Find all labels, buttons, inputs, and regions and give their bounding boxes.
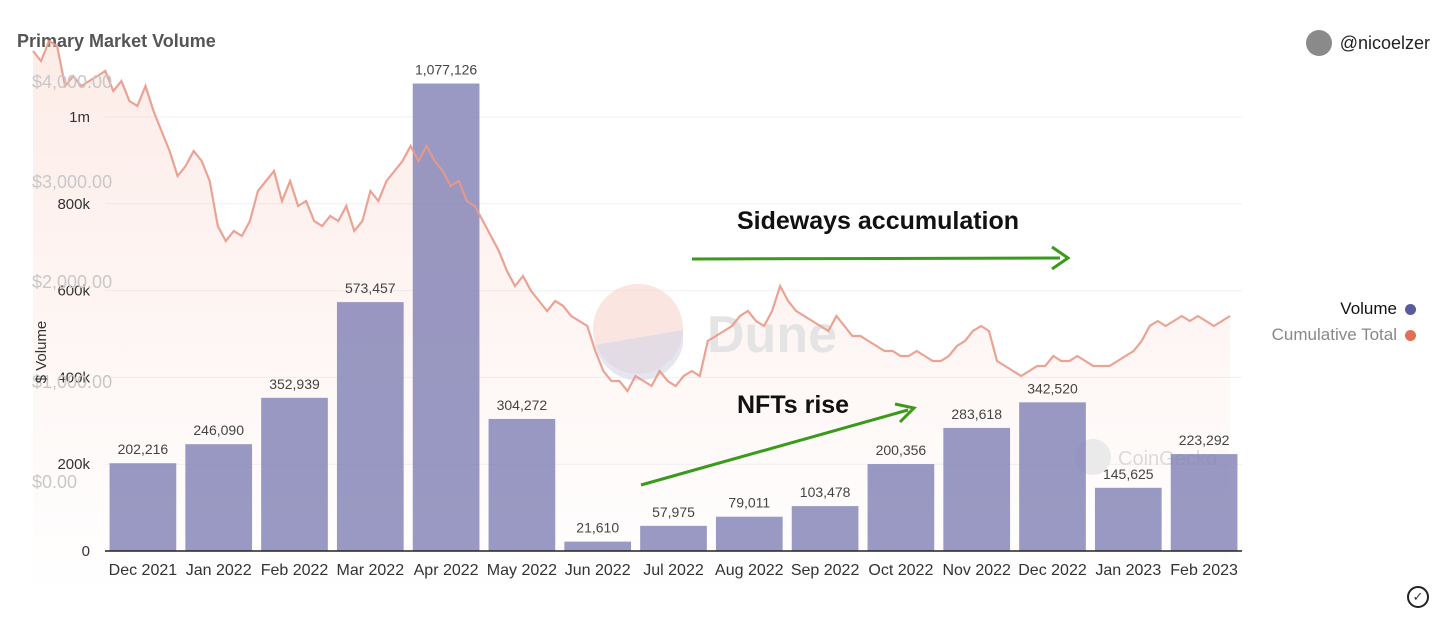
username: @nicoelzer — [1339, 32, 1430, 53]
checkmark-icon[interactable]: ✓ — [1407, 586, 1429, 608]
bar[interactable] — [943, 427, 1011, 551]
arrow-sideways-head — [1051, 245, 1071, 271]
bar-value-label: 57,975 — [652, 504, 695, 520]
legend-item-volume[interactable]: Volume — [1272, 296, 1416, 322]
bar[interactable] — [564, 541, 632, 551]
y-tick-label: 800k — [57, 196, 90, 213]
x-tick-label: Oct 2022 — [868, 562, 933, 579]
price-tick-label: $4,000.00 — [32, 72, 112, 92]
annotation-nfts: NFTs rise — [737, 391, 849, 419]
legend-label-cumulative: Cumulative Total — [1271, 325, 1397, 344]
x-tick-label: Jun 2022 — [565, 562, 631, 579]
y-tick-label: 400k — [57, 369, 90, 386]
bar[interactable] — [1019, 402, 1086, 551]
y-axis-label: $ Volume — [33, 321, 50, 384]
bar-value-label: 342,520 — [1027, 380, 1078, 396]
bar-value-label: 79,011 — [728, 495, 770, 511]
bar[interactable] — [261, 397, 328, 551]
bar[interactable] — [1170, 454, 1238, 551]
x-tick-label: Nov 2022 — [942, 562, 1011, 579]
bar-value-label: 202,216 — [118, 441, 169, 457]
bar[interactable] — [715, 516, 783, 551]
bar-value-label: 1,077,126 — [415, 62, 477, 78]
bar-value-label: 103,478 — [800, 484, 851, 500]
y-tick-label: 1m — [69, 109, 90, 126]
bar[interactable] — [791, 506, 859, 551]
x-tick-label: Mar 2022 — [337, 562, 405, 579]
legend-dot-cumulative — [1405, 329, 1416, 341]
x-tick-label: Jan 2022 — [186, 562, 252, 579]
dune-watermark-text: Dune — [707, 306, 837, 364]
x-tick-label: Dec 2021 — [109, 562, 178, 579]
bar[interactable] — [488, 418, 556, 551]
bar[interactable] — [185, 444, 253, 551]
x-tick-label: Jul 2022 — [643, 562, 704, 579]
bar-value-label: 304,272 — [497, 397, 548, 413]
arrow-sideways — [691, 256, 1061, 261]
legend-label-volume: Volume — [1340, 299, 1397, 318]
price-area — [33, 41, 1230, 595]
legend-item-cumulative[interactable]: Cumulative Total — [1272, 322, 1416, 348]
price-line — [32, 39, 1231, 393]
bar-value-label: 283,618 — [951, 406, 1002, 422]
bar[interactable] — [336, 302, 404, 551]
bar-value-label: 21,610 — [576, 520, 619, 536]
y-tick-label: 0 — [82, 543, 90, 560]
x-tick-label: Sep 2022 — [791, 562, 860, 579]
arrow-nfts — [640, 408, 909, 487]
arrow-nfts-head — [894, 402, 918, 424]
dune-watermark: Dune — [593, 284, 837, 381]
price-tick-label: $1,000.00 — [32, 372, 112, 392]
bar-value-label: 352,939 — [269, 376, 320, 392]
bar-value-label: 145,625 — [1103, 466, 1154, 482]
y-tick-label: 200k — [57, 456, 90, 473]
bar[interactable] — [412, 83, 480, 551]
bar-value-label: 223,292 — [1179, 432, 1230, 448]
x-tick-label: Apr 2022 — [414, 562, 479, 579]
bar[interactable] — [640, 525, 707, 551]
bar[interactable] — [109, 463, 177, 551]
chart-title: Primary Market Volume — [17, 31, 216, 51]
price-tick-label: $0.00 — [32, 472, 77, 492]
legend: Volume Cumulative Total — [1272, 296, 1416, 348]
annotation-sideways: Sideways accumulation — [737, 207, 1019, 235]
price-tick-label: $3,000.00 — [32, 172, 112, 192]
bar[interactable] — [1094, 487, 1162, 551]
price-tick-label: $2,000.00 — [32, 272, 112, 292]
legend-dot-volume — [1405, 303, 1416, 315]
x-tick-label: Feb 2022 — [261, 562, 329, 579]
x-tick-label: Aug 2022 — [715, 562, 784, 579]
bar[interactable] — [867, 464, 935, 551]
bar-value-label: 573,457 — [345, 280, 396, 296]
bar-value-label: 200,356 — [876, 442, 927, 458]
x-tick-label: May 2022 — [487, 562, 557, 579]
user-badge[interactable]: @nicoelzer — [1305, 30, 1430, 56]
x-tick-label: Feb 2023 — [1170, 562, 1238, 579]
y-tick-label: 600k — [57, 283, 90, 300]
x-tick-label: Jan 2023 — [1095, 562, 1161, 579]
x-tick-label: Dec 2022 — [1018, 562, 1087, 579]
bar-value-label: 246,090 — [193, 422, 244, 438]
avatar — [1305, 30, 1332, 56]
